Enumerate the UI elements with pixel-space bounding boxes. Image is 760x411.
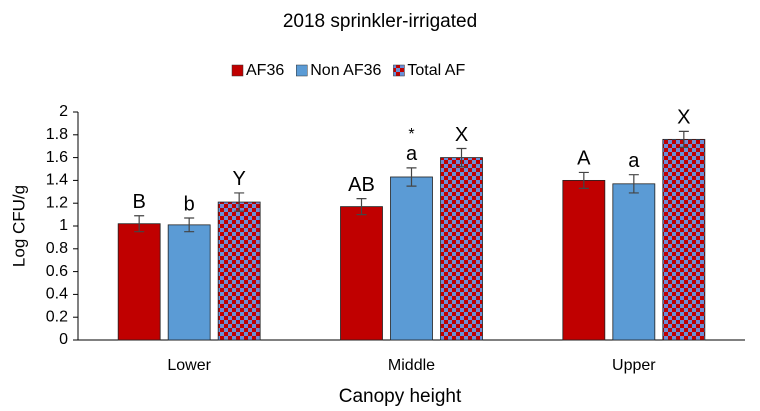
legend-label: Total AF — [407, 62, 465, 79]
significance-letter: A — [577, 148, 591, 170]
y-tick-label: 0.6 — [46, 263, 68, 280]
x-axis-label: Canopy height — [339, 386, 462, 407]
y-tick-label: 0.8 — [46, 240, 68, 257]
significance-letter: b — [184, 193, 195, 215]
legend-label: AF36 — [246, 62, 284, 79]
error-bar — [134, 215, 145, 233]
significance-letter: a — [628, 150, 640, 172]
y-tick-label: 1.6 — [46, 149, 68, 166]
legend-swatch — [296, 64, 308, 77]
x-tick-label: Middle — [388, 357, 435, 374]
error-bar — [578, 171, 589, 189]
legend-swatch — [393, 64, 405, 77]
error-bar — [184, 217, 195, 233]
error-bar — [456, 147, 467, 168]
y-tick-label: 1.8 — [46, 126, 68, 143]
y-axis-label: Log CFU/g — [9, 185, 28, 267]
bar — [440, 157, 483, 341]
significance-letter: B — [132, 191, 145, 213]
bar — [612, 183, 656, 341]
bar — [562, 179, 606, 341]
error-bar — [234, 192, 245, 212]
bar — [340, 206, 383, 341]
bar — [390, 176, 433, 341]
significance-letter: X — [455, 124, 468, 146]
significance-letter: Y — [232, 168, 245, 190]
y-tick-label: 0 — [59, 331, 68, 348]
significance-letter: X — [677, 107, 690, 129]
y-tick-label: 2 — [59, 103, 68, 120]
error-bar — [406, 167, 417, 187]
chart-title: 2018 sprinkler-irrigated — [283, 11, 477, 32]
significance-mark: * — [408, 126, 414, 143]
error-bar — [356, 198, 367, 216]
legend-label: Non AF36 — [310, 62, 381, 79]
significance-letter: a — [406, 143, 418, 165]
significance-letter: AB — [348, 174, 375, 196]
y-tick-label: 0.4 — [46, 286, 68, 303]
bar — [217, 201, 261, 341]
bar — [117, 223, 161, 341]
y-tick-label: 1.2 — [46, 194, 68, 211]
x-tick-label: Lower — [167, 357, 211, 374]
error-bar — [678, 130, 689, 148]
error-bar — [628, 174, 639, 194]
y-tick-label: 1.4 — [46, 172, 68, 189]
x-tick-label: Upper — [612, 357, 656, 374]
y-tick-label: 1 — [59, 217, 68, 234]
bar — [167, 224, 211, 341]
bar — [662, 138, 706, 341]
y-tick-label: 0.2 — [46, 308, 68, 325]
legend-swatch — [231, 64, 244, 77]
